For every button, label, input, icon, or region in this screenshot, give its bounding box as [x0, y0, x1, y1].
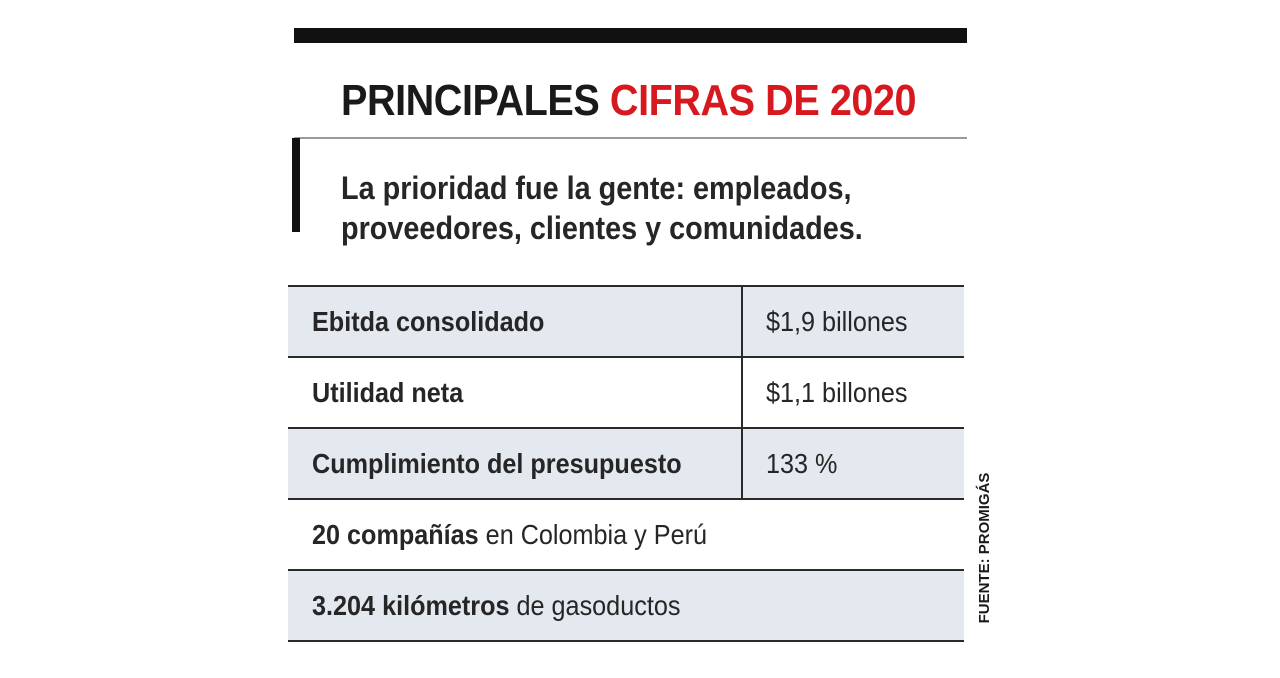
title-accent: CIFRAS DE 2020 [609, 76, 917, 125]
table-row-companias: 20 compañías en Colombia y Perú [288, 500, 964, 571]
subtitle-line-2: proveedores, clientes y comunidades. [341, 210, 863, 246]
subtitle: La prioridad fue la gente: empleados, pr… [341, 168, 899, 248]
title-prefix: PRINCIPALES [341, 76, 600, 125]
title-underline [294, 137, 967, 139]
row-value: $1,1 billones [766, 377, 908, 408]
table-row-utilidad: Utilidad neta $1,1 billones [288, 358, 964, 429]
column-divider [741, 287, 743, 356]
top-rule-bar [294, 28, 967, 43]
row-label: Cumplimiento del presupuesto [312, 448, 682, 479]
table-row-cumplimiento: Cumplimiento del presupuesto 133 % [288, 429, 964, 500]
row-label: Ebitda consolidado [312, 306, 545, 337]
infographic-title: PRINCIPALES CIFRAS DE 2020 [341, 74, 917, 128]
row-text-bold: 3.204 kilómetros [312, 590, 510, 621]
figures-table: Ebitda consolidado $1,9 billones Utilida… [288, 285, 964, 642]
column-divider [741, 429, 743, 498]
row-text-rest: de gasoductos [509, 590, 681, 621]
column-divider [741, 358, 743, 427]
row-text: 3.204 kilómetros de gasoductos [312, 571, 680, 640]
table-row-ebitda: Ebitda consolidado $1,9 billones [288, 287, 964, 358]
row-text-rest: en Colombia y Perú [478, 519, 708, 550]
subtitle-line-1: La prioridad fue la gente: empleados, [341, 170, 852, 206]
row-value: 133 % [766, 448, 838, 479]
row-label: Utilidad neta [312, 377, 464, 408]
source-credit: FUENTE: PROMIGÁS [976, 472, 993, 624]
row-value: $1,9 billones [766, 306, 908, 337]
subtitle-quote-bar [292, 138, 300, 232]
row-text: 20 compañías en Colombia y Perú [312, 500, 707, 569]
row-text-bold: 20 compañías [312, 519, 479, 550]
table-row-gasoductos: 3.204 kilómetros de gasoductos [288, 571, 964, 642]
